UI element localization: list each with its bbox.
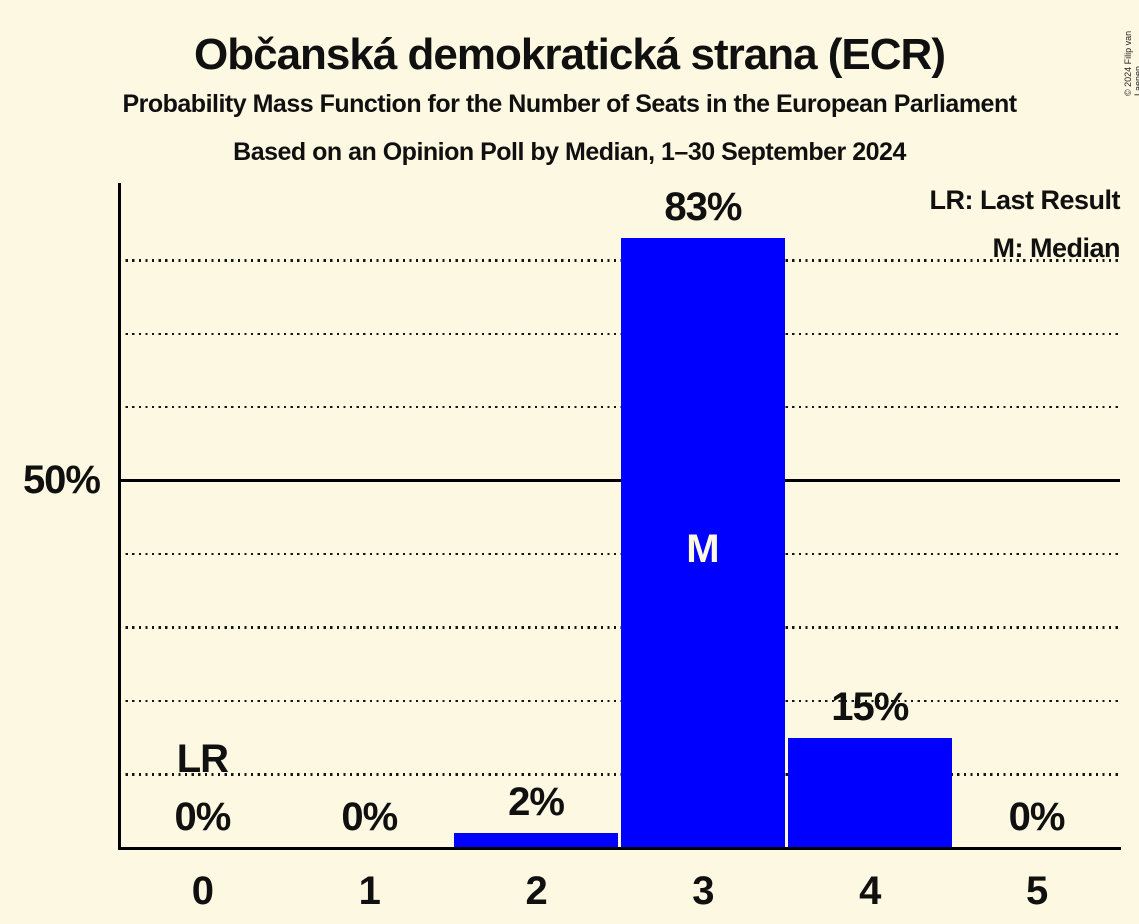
chart-subtitle: Probability Mass Function for the Number… (122, 90, 1017, 118)
bar-value-label-1: 0% (341, 795, 398, 839)
page-title: Občanská demokratická strana (ECR) (194, 30, 946, 79)
bar-value-label-3: 83% (664, 185, 742, 230)
last-result-marker: LR (176, 737, 229, 781)
x-axis (117, 846, 1121, 850)
x-tick-label-2: 2 (525, 869, 547, 913)
chart-poll-source: Based on an Opinion Poll by Median, 1–30… (233, 138, 906, 166)
y-axis (117, 183, 121, 849)
x-tick-label-1: 1 (358, 869, 381, 913)
bar-value-label-2: 2% (508, 780, 565, 825)
gridline-20-dotted (119, 699, 1120, 703)
bar-value-label-4: 15% (831, 684, 909, 729)
x-tick-label-3: 3 (692, 869, 714, 913)
gridline-70-dotted (119, 332, 1120, 336)
bar-seats-3 (620, 238, 785, 848)
x-tick-label-0: 0 (191, 869, 214, 913)
gridline-40-dotted (119, 552, 1120, 556)
median-marker: M (686, 527, 720, 571)
gridline-30-dotted (119, 626, 1120, 629)
bar-value-label-5: 0% (1008, 795, 1066, 839)
x-tick-label-4: 4 (859, 869, 881, 913)
bar-seats-4 (787, 737, 952, 848)
legend-median: M: Median (992, 233, 1121, 263)
x-tick-label-5: 5 (1025, 869, 1048, 913)
y-axis-50-label: 50% (22, 458, 101, 502)
bar-seats-2 (454, 833, 619, 848)
gridline-10-dotted (119, 773, 1120, 776)
bar-value-label-0: 0% (174, 795, 232, 839)
legend-last-result: LR: Last Result (929, 185, 1120, 215)
gridline-60-dotted (119, 405, 1120, 409)
gridline-80-dotted (119, 259, 1120, 262)
gridline-50-solid (119, 479, 1120, 483)
